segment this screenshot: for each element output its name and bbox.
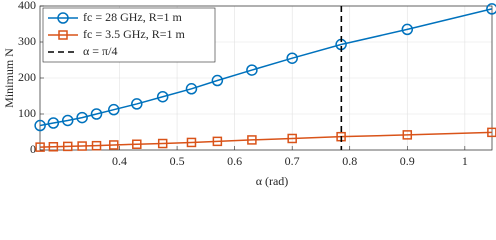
legend-box	[42, 7, 216, 63]
data-point	[131, 98, 143, 110]
data-point	[77, 141, 87, 151]
y-tick-label: 300	[18, 34, 36, 48]
chart: α (rad) Minimum N 0 100 200 300 400 0.4 0.5 0.6…	[2, 0, 496, 188]
x-tick-label: 0.4	[112, 154, 127, 168]
y-tick-label: 100	[18, 106, 36, 120]
legend-label: fc = 3.5 GHz, R=1 m	[83, 27, 186, 41]
data-point	[47, 117, 60, 129]
y-axis-label: Minimum N	[2, 48, 16, 108]
legend-label: α = π/4	[83, 44, 117, 58]
plot-frame	[39, 5, 493, 151]
data-point	[76, 111, 88, 124]
data-point	[486, 3, 496, 15]
data-point	[91, 140, 102, 151]
legend-label: fc = 28 GHz, R=1 m	[83, 10, 183, 24]
data-point	[186, 137, 197, 148]
x-tick-label: 0.6	[227, 154, 242, 168]
legend-marker	[58, 30, 68, 40]
data-point	[48, 142, 59, 152]
data-point	[157, 138, 168, 149]
data-point	[402, 130, 413, 140]
x-tick-label: 0.5	[170, 154, 185, 168]
data-point	[62, 141, 73, 152]
y-tick-label: 0	[30, 142, 36, 156]
x-tick-label: 0.7	[285, 154, 300, 168]
data-point	[401, 23, 414, 36]
data-point	[212, 136, 223, 147]
x-tick-label: 0.8	[342, 154, 357, 168]
y-tick-label: 200	[18, 70, 36, 84]
x-tick-label: 1	[462, 154, 468, 168]
data-point	[61, 114, 74, 127]
data-point	[247, 135, 257, 145]
data-point	[211, 74, 224, 87]
data-point	[287, 133, 297, 144]
data-point	[156, 90, 169, 103]
series-line	[40, 131, 492, 148]
data-point	[246, 64, 258, 76]
data-point	[109, 140, 119, 150]
data-point	[35, 142, 45, 152]
data-point	[108, 103, 120, 116]
data-point	[185, 83, 198, 95]
y-tick-label: 400	[18, 0, 36, 12]
data-point	[34, 119, 46, 132]
legend-marker	[57, 12, 69, 24]
data-point	[90, 108, 103, 120]
x-tick-label: 0.9	[400, 154, 415, 168]
x-axis-label: α (rad)	[256, 174, 289, 188]
data-point	[286, 52, 298, 64]
data-point	[132, 139, 142, 149]
